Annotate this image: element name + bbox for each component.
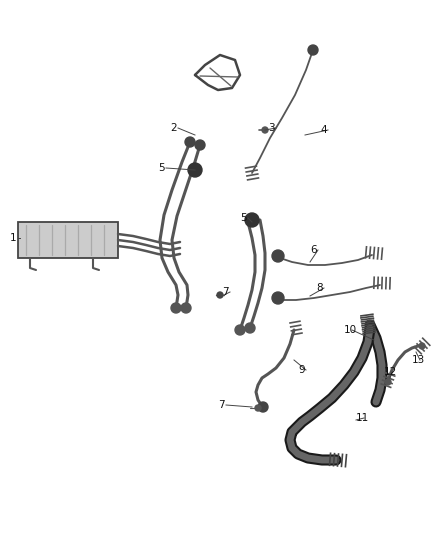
- Circle shape: [258, 402, 268, 412]
- Circle shape: [245, 323, 255, 333]
- Text: 7: 7: [222, 287, 229, 297]
- Text: 13: 13: [412, 355, 425, 365]
- Circle shape: [419, 343, 425, 349]
- Circle shape: [262, 127, 268, 133]
- Circle shape: [235, 325, 245, 335]
- Bar: [18, 222, 118, 258]
- Text: 6: 6: [310, 245, 317, 255]
- Circle shape: [171, 303, 181, 313]
- Circle shape: [188, 163, 202, 177]
- Text: 1: 1: [10, 233, 17, 243]
- Text: 5: 5: [158, 163, 165, 173]
- Text: 3: 3: [268, 123, 275, 133]
- Text: 10: 10: [344, 325, 357, 335]
- Circle shape: [217, 292, 223, 298]
- Circle shape: [385, 379, 391, 385]
- Text: 5: 5: [240, 213, 247, 223]
- Circle shape: [181, 303, 191, 313]
- Text: 12: 12: [384, 367, 397, 377]
- Circle shape: [272, 292, 284, 304]
- Circle shape: [272, 250, 284, 262]
- Text: 4: 4: [320, 125, 327, 135]
- Text: 7: 7: [218, 400, 225, 410]
- Text: 2: 2: [170, 123, 177, 133]
- Circle shape: [308, 45, 318, 55]
- Text: 11: 11: [356, 413, 369, 423]
- Circle shape: [245, 213, 259, 227]
- Text: 9: 9: [298, 365, 304, 375]
- Circle shape: [255, 405, 261, 411]
- Circle shape: [195, 140, 205, 150]
- Circle shape: [185, 137, 195, 147]
- Text: 8: 8: [316, 283, 323, 293]
